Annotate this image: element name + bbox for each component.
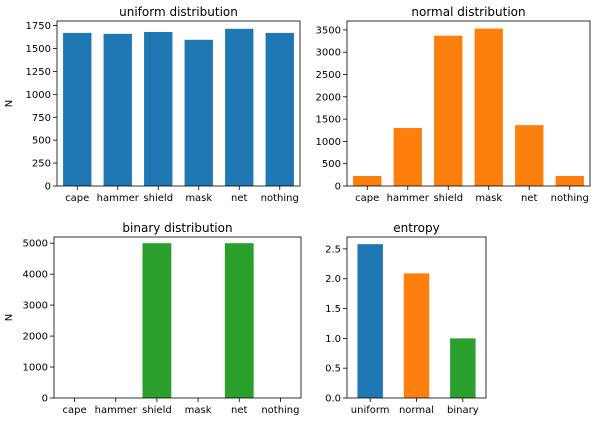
chart-0-ytick-label: 0: [45, 182, 51, 193]
chart-0-ytick-label: 500: [32, 136, 51, 147]
chart-2-frame: [53, 236, 302, 399]
chart-3-ytick-label: 1.0: [325, 334, 341, 345]
chart-2-xtick-label: mask: [185, 405, 212, 416]
chart-2-xtick-label: nothing: [261, 405, 299, 416]
chart-1-bar-nothing: [555, 175, 584, 186]
chart-0-xtick-label: net: [231, 193, 247, 204]
chart-0-bar-shield: [144, 32, 173, 186]
chart-2-xtick-label: shield: [142, 405, 172, 416]
chart-0-bar-nothing: [265, 32, 294, 186]
chart-2-xtick-label: net: [231, 405, 247, 416]
chart-3-ytick-label: 2.5: [325, 244, 341, 255]
chart-2-ytick-label: 1000: [23, 363, 48, 374]
chart-1-bar-shield: [434, 35, 463, 186]
chart-3-ytick-label: 0.0: [325, 394, 341, 405]
chart-2-ytick-label: 4000: [23, 270, 48, 281]
chart-1-xtick-label: hammer: [387, 193, 430, 204]
chart-0-bar-hammer: [103, 33, 132, 187]
chart-3-ytick-label: 1.5: [325, 304, 341, 315]
chart-0-frame: [56, 20, 301, 187]
chart-0-xtick-label: nothing: [261, 193, 299, 204]
chart-0-ytick-label: 1500: [26, 44, 51, 55]
chart-1-frame: [346, 20, 591, 187]
chart-1-title: normal distribution: [411, 5, 525, 19]
chart-2-bar-shield: [142, 243, 172, 398]
chart-0-ytick-label: 1000: [26, 90, 51, 101]
chart-2-xtick-label: hammer: [95, 405, 138, 416]
chart-0-ytick-label: 1250: [26, 67, 51, 78]
chart-1-ytick-label: 500: [322, 159, 341, 170]
chart-3-title: entropy: [393, 221, 439, 235]
chart-3-xtick-label: normal: [399, 405, 434, 416]
chart-1-bar-net: [515, 125, 544, 186]
chart-0-title: uniform distribution: [119, 5, 238, 19]
chart-1-bar-hammer: [393, 128, 422, 186]
chart-0-xtick-label: mask: [185, 193, 212, 204]
chart-1-xtick-label: shield: [433, 193, 463, 204]
chart-1-xtick-label: net: [521, 193, 537, 204]
chart-0-ytick-label: 1750: [26, 21, 51, 32]
chart-0-bar-net: [225, 28, 254, 186]
chart-1-ytick-label: 1500: [316, 115, 341, 126]
chart-1-ytick-label: 0: [335, 182, 341, 193]
chart-2-ylabel: N: [4, 314, 15, 321]
chart-2-ytick-label: 3000: [23, 301, 48, 312]
chart-2-title: binary distribution: [122, 221, 232, 235]
chart-3-ytick-label: 2.0: [325, 274, 341, 285]
chart-3-bar-normal: [403, 273, 430, 398]
chart-3-bar-uniform: [357, 244, 383, 398]
chart-1-ytick-label: 2500: [316, 70, 341, 81]
chart-3-xtick-label: binary: [447, 405, 479, 416]
chart-2-bar-net: [224, 243, 254, 398]
chart-0-ytick-label: 250: [32, 159, 51, 170]
chart-1-ytick-label: 3000: [316, 48, 341, 59]
chart-2-xtick-label: cape: [63, 405, 87, 416]
chart-1-ytick-label: 3500: [316, 25, 341, 36]
chart-1-bar-mask: [474, 28, 503, 186]
chart-0-xtick-label: cape: [65, 193, 89, 204]
chart-0-ylabel: N: [4, 100, 15, 107]
chart-0-bar-cape: [63, 32, 92, 186]
chart-1-xtick-label: mask: [475, 193, 502, 204]
chart-1-bar-cape: [353, 175, 382, 186]
chart-0-xtick-label: shield: [143, 193, 173, 204]
chart-2-ytick-label: 0: [42, 394, 48, 405]
chart-2-ytick-label: 5000: [23, 239, 48, 250]
chart-3-xtick-label: uniform: [351, 405, 390, 416]
chart-1-ytick-label: 2000: [316, 92, 341, 103]
chart-1-xtick-label: cape: [355, 193, 379, 204]
chart-2-ytick-label: 2000: [23, 332, 48, 343]
chart-0-xtick-label: hammer: [97, 193, 140, 204]
chart-1-ytick-label: 1000: [316, 137, 341, 148]
chart-3-bar-binary: [450, 338, 476, 398]
chart-3-ytick-label: 0.5: [325, 364, 341, 375]
chart-1-xtick-label: nothing: [551, 193, 589, 204]
chart-0-ytick-label: 750: [32, 113, 51, 124]
chart-0-bar-mask: [184, 39, 213, 186]
